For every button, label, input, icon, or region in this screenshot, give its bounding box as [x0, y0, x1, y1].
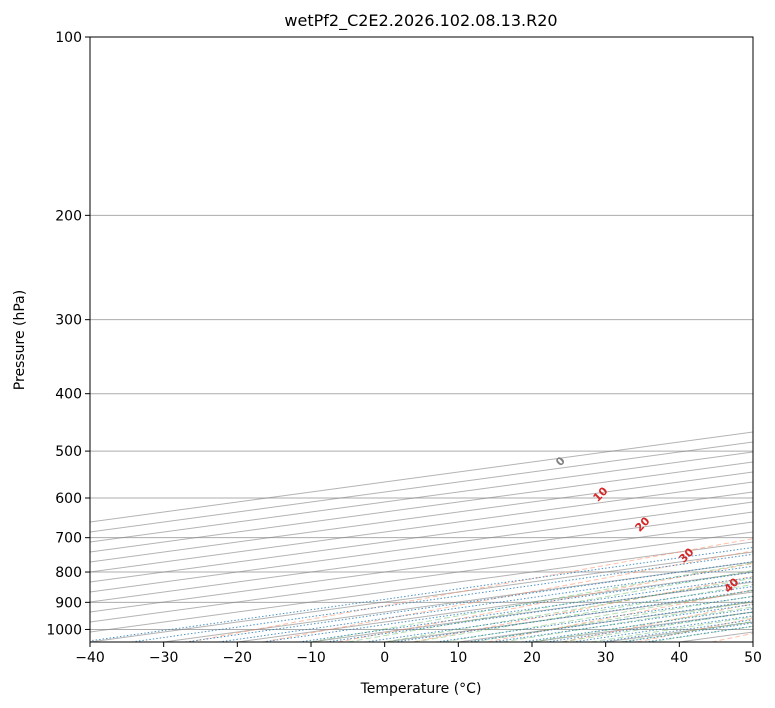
- y-tick-label: 300: [55, 313, 82, 329]
- isotherm-line: [90, 461, 753, 553]
- y-axis-label: Pressure (hPa): [12, 290, 28, 390]
- x-tick-label: 40: [670, 650, 688, 666]
- dry-adiabat-line: [263, 550, 753, 642]
- plot-frame: [89, 36, 754, 643]
- x-tick-label: −20: [223, 650, 253, 666]
- y-tick-label: 600: [55, 491, 82, 507]
- x-tick-label: 20: [523, 650, 541, 666]
- plot-area: 0.10.20.40.611.52346810131620253036-100-…: [90, 37, 753, 642]
- isotherm-line: [90, 481, 753, 573]
- mixing-ratio-line: [394, 589, 753, 642]
- mixing-ratio-line: [326, 580, 753, 642]
- isotherm-line: [90, 451, 753, 543]
- y-axis: 100 200 300 400 500 600 700 800 900 1000: [46, 30, 90, 638]
- mixing-ratio-lines: [90, 546, 753, 642]
- y-tick-label: 1000: [46, 622, 82, 638]
- y-tick-label: 400: [55, 387, 82, 403]
- moist-adiabat-line: [414, 583, 753, 642]
- mixing-ratio-line: [365, 585, 753, 642]
- y-tick-label: 900: [55, 595, 82, 611]
- x-tick-label: 30: [597, 650, 615, 666]
- isotherm-line: [90, 531, 753, 623]
- dry-adiabat-line: [487, 589, 753, 642]
- x-tick-label: −40: [75, 650, 105, 666]
- isotherm-line: [90, 471, 753, 563]
- isotherm-line: [90, 491, 753, 583]
- pressure-grid: [90, 37, 753, 630]
- y-tick-label: 200: [55, 208, 82, 224]
- x-tick-label: −10: [296, 650, 326, 666]
- x-tick-label: −30: [149, 650, 179, 666]
- moist-adiabat-line: [347, 569, 753, 642]
- x-tick-label: 50: [744, 650, 762, 666]
- x-axis-label: Temperature (°C): [360, 681, 482, 697]
- isotherm-line: [90, 521, 753, 613]
- mixing-ratio-line: [299, 576, 753, 642]
- y-tick-label: 700: [55, 531, 82, 547]
- moist-adiabat-line: [310, 562, 753, 642]
- x-axis: −40 −30 −20 −10 0 10 20 30 40 50: [75, 642, 762, 666]
- isotherm-line: [90, 501, 753, 593]
- y-tick-label: 800: [55, 565, 82, 581]
- y-tick-label: 500: [55, 444, 82, 460]
- y-tick-label: 100: [55, 30, 82, 46]
- x-tick-label: 10: [449, 650, 467, 666]
- chart-title: wetPf2_C2E2.2026.102.08.13.R20: [284, 11, 557, 31]
- isotherm-lines: [90, 431, 753, 642]
- isotherm-line: [90, 511, 753, 603]
- x-tick-label: 0: [380, 650, 389, 666]
- dry-adiabat-line: [412, 575, 753, 642]
